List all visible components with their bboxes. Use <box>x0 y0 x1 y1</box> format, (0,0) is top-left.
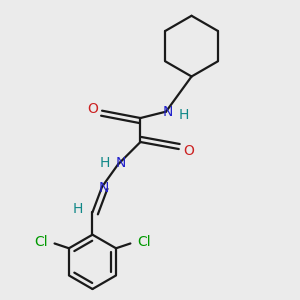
Text: H: H <box>100 156 110 170</box>
Text: H: H <box>73 202 83 216</box>
Text: O: O <box>183 144 194 158</box>
Text: Cl: Cl <box>137 235 150 249</box>
Text: N: N <box>98 182 109 195</box>
Text: O: O <box>87 102 98 116</box>
Text: Cl: Cl <box>34 235 48 249</box>
Text: N: N <box>162 105 173 118</box>
Text: N: N <box>116 156 126 170</box>
Text: H: H <box>178 108 189 122</box>
